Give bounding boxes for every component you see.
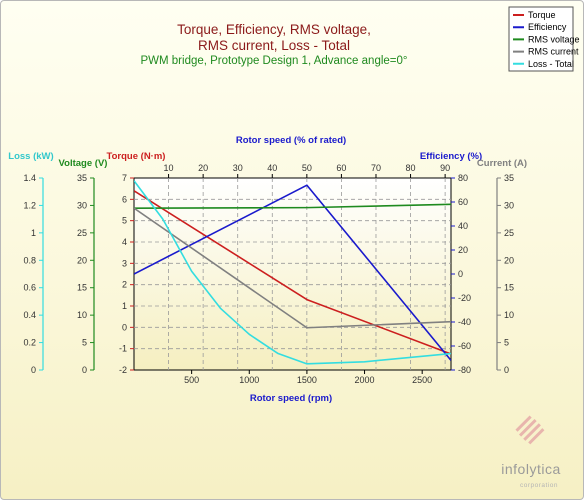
legend-label: RMS current: [528, 47, 579, 57]
current-tick-label: 35: [504, 173, 514, 183]
loss-tick-label: 1: [31, 228, 36, 238]
current-axis-label: Current (A): [477, 158, 527, 169]
voltage-tick-label: 0: [82, 365, 87, 375]
torque-tick-label: 4: [122, 237, 127, 247]
x-axis-label: Rotor speed (rpm): [250, 393, 332, 404]
x2-axis-label: Rotor speed (% of rated): [236, 135, 346, 146]
chart-title-line2: RMS current, Loss - Total: [198, 38, 350, 53]
infolytica-logo: infolytica corporation: [501, 415, 560, 489]
efficiency-tick-label: -60: [458, 341, 471, 351]
current-tick-label: 5: [504, 338, 509, 348]
legend-label: Efficiency: [528, 22, 567, 32]
efficiency-tick-label: 0: [458, 269, 463, 279]
series-layer: [134, 180, 451, 365]
x2-tick-label: 30: [233, 163, 243, 173]
voltage-tick-label: 25: [77, 228, 87, 238]
torque-tick-label: 5: [122, 216, 127, 226]
torque-tick-label: -1: [119, 344, 127, 354]
chart-title: Torque, Efficiency, RMS voltage,: [177, 22, 371, 37]
plot-area: [133, 177, 452, 371]
brand-sub: corporation: [520, 482, 558, 489]
series-line-rms-current: [134, 207, 451, 329]
loss-tick-label: 0.2: [23, 338, 36, 348]
x-tick-label: 1500: [297, 375, 317, 385]
loss-tick-label: 1.2: [23, 200, 36, 210]
efficiency-tick-label: -80: [458, 365, 471, 375]
current-tick-label: 10: [504, 310, 514, 320]
loss-tick-label: 0.4: [23, 310, 36, 320]
efficiency-tick-label: -20: [458, 293, 471, 303]
current-tick-label: 25: [504, 228, 514, 238]
torque-tick-label: 7: [122, 173, 127, 183]
torque-axis-label: Torque (N·m): [107, 151, 166, 162]
chart-subtitle: PWM bridge, Prototype Design 1, Advance …: [140, 55, 407, 67]
x2-tick-label: 60: [336, 163, 346, 173]
x2-tick-label: 70: [371, 163, 381, 173]
series-line-efficiency: [134, 184, 451, 361]
efficiency-tick-label: 80: [458, 173, 468, 183]
x2-tick-label: 40: [267, 163, 277, 173]
current-tick-label: 20: [504, 255, 514, 265]
x-tick-label: 2500: [412, 375, 432, 385]
torque-tick-label: 1: [122, 301, 127, 311]
efficiency-tick-label: 20: [458, 245, 468, 255]
x2-tick-label: 90: [440, 163, 450, 173]
current-tick-label: 15: [504, 283, 514, 293]
efficiency-tick-label: -40: [458, 317, 471, 327]
x2-tick-label: 20: [198, 163, 208, 173]
voltage-tick-label: 10: [77, 310, 87, 320]
x2-tick-label: 80: [406, 163, 416, 173]
torque-tick-label: 2: [122, 280, 127, 290]
current-tick-label: 30: [504, 200, 514, 210]
efficiency-axis-label: Efficiency (%): [420, 151, 482, 162]
voltage-tick-label: 15: [77, 283, 87, 293]
brand-name: infolytica: [501, 461, 560, 477]
infolytica-stripes-icon: [515, 415, 545, 445]
voltage-axis-label: Voltage (V): [59, 158, 108, 169]
x-tick-label: 2000: [355, 375, 375, 385]
voltage-tick-label: 5: [82, 338, 87, 348]
series-line-torque: [134, 190, 451, 355]
series-line-loss-total: [134, 180, 451, 365]
loss-axis-label: Loss (kW): [8, 151, 53, 162]
torque-tick-label: -2: [119, 365, 127, 375]
current-tick-label: 0: [504, 365, 509, 375]
series-line-rms-voltage: [134, 203, 451, 209]
efficiency-tick-label: 60: [458, 197, 468, 207]
x-tick-label: 500: [184, 375, 199, 385]
legend-label: Torque: [528, 10, 556, 20]
legend-label: Loss - Total: [528, 59, 574, 69]
x2-tick-label: 10: [164, 163, 174, 173]
legend-label: RMS voltage: [528, 34, 580, 44]
torque-tick-label: 0: [122, 322, 127, 332]
chart-legend: Torque Efficiency RMS voltage RMS current Lo…: [508, 6, 580, 72]
loss-tick-label: 1.4: [23, 173, 36, 183]
x-tick-label: 1000: [239, 375, 259, 385]
voltage-tick-label: 30: [77, 200, 87, 210]
loss-tick-label: 0.6: [23, 283, 36, 293]
x2-tick-label: 50: [302, 163, 312, 173]
efficiency-tick-label: 40: [458, 221, 468, 231]
torque-tick-label: 3: [122, 258, 127, 268]
voltage-tick-label: 20: [77, 255, 87, 265]
loss-tick-label: 0.8: [23, 255, 36, 265]
torque-tick-label: 6: [122, 194, 127, 204]
voltage-tick-label: 35: [77, 173, 87, 183]
loss-tick-label: 0: [31, 365, 36, 375]
